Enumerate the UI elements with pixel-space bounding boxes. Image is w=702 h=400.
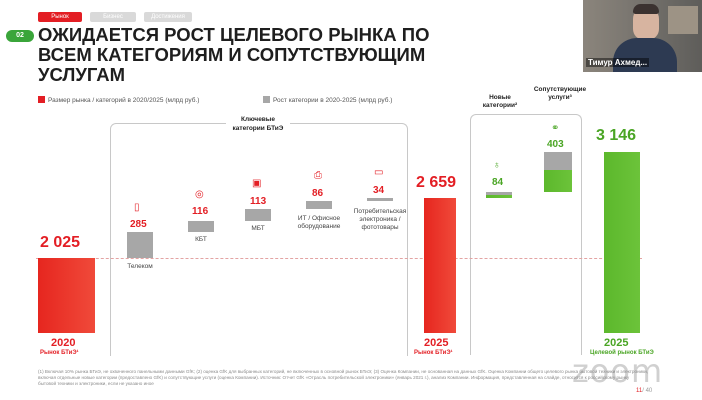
key-categories-label: Ключевые категории БТиЭ	[226, 115, 290, 133]
smartphone-icon: ▯	[134, 202, 140, 213]
new-categories-label: Новые категории²	[482, 94, 518, 109]
bar-2025-market	[424, 198, 456, 333]
year-2025-market-sub: Рынок БТиЭ¹	[414, 350, 453, 356]
year-2020: 2020	[51, 337, 76, 349]
kettle-icon: ▣	[252, 178, 262, 189]
legend-grey: Рост категории в 2020-2025 (млрд руб.)	[263, 96, 392, 104]
slide-number-badge: 02	[6, 30, 34, 42]
lightbulb-icon: ♁	[493, 160, 501, 171]
participant-body	[613, 38, 677, 72]
value-2025-target: 3 146	[596, 127, 637, 144]
bar-new-categories-green	[486, 195, 512, 198]
label-telecom: Телеком	[127, 263, 153, 270]
bar-new-categories-grey	[486, 192, 512, 195]
year-2020-sub: Рынок БТиЭ¹	[40, 350, 79, 356]
value-new-categories: 84	[492, 177, 504, 188]
participant-hair	[633, 4, 659, 14]
bar-telecom	[127, 232, 153, 258]
value-electronics: 34	[373, 185, 385, 196]
bar-it	[306, 201, 332, 209]
shelf-detail	[668, 6, 698, 34]
value-mbt: 113	[250, 196, 267, 207]
participant-name: Тимур Ахмед...	[586, 58, 650, 67]
slide-title: ОЖИДАЕТСЯ РОСТ ЦЕЛЕВОГО РЫНКА ПО ВСЕМ КА…	[38, 24, 430, 85]
legend-grey-label: Рост категории в 2020-2025 (млрд руб.)	[273, 97, 393, 104]
year-2025-market: 2025	[424, 337, 449, 349]
legend-red: Размер рынка / категорий в 2020/2025 (мл…	[38, 96, 199, 104]
bar-services-grey	[544, 152, 572, 170]
page-number: 11/ 40	[636, 388, 652, 394]
footnote: (1) Включая 10% рынка БТиЭ, не охваченно…	[38, 369, 648, 386]
participant-video-tile[interactable]: Тимур Ахмед...	[583, 0, 702, 72]
legend-red-label: Размер рынка / категорий в 2020/2025 (мл…	[48, 97, 200, 104]
bar-kbt	[188, 221, 214, 232]
label-mbt: МБТ	[251, 225, 265, 232]
washing-machine-icon: ◎	[195, 189, 204, 200]
bar-2020-market	[38, 258, 95, 333]
baseline	[36, 258, 642, 259]
label-it: ИТ / Офисное оборудование	[297, 215, 341, 230]
new-categories-bracket	[470, 114, 582, 355]
bar-services-green	[544, 170, 572, 192]
zoom-watermark: zoom	[572, 352, 664, 390]
year-2025-target: 2025	[604, 337, 629, 349]
tv-icon: ▭	[374, 167, 384, 178]
year-2025-target-sub: Целевой рынок БТиЭ	[590, 350, 654, 356]
value-2020: 2 025	[40, 234, 81, 251]
tab-business[interactable]: Бизнес	[90, 12, 136, 22]
value-telecom: 285	[130, 219, 147, 230]
value-kbt: 116	[192, 206, 209, 217]
value-2025-market: 2 659	[416, 174, 457, 191]
page-current: 11	[636, 388, 643, 394]
value-services: 403	[547, 139, 564, 150]
bar-mbt	[245, 209, 271, 221]
tab-achievements[interactable]: Достижения	[144, 12, 192, 22]
printer-icon: ⎙	[314, 170, 322, 181]
bar-electronics	[367, 198, 393, 201]
page-total: / 40	[642, 388, 653, 394]
label-kbt: КБТ	[195, 236, 207, 243]
handshake-icon: ⚭	[551, 123, 560, 134]
bar-2025-target	[604, 152, 640, 333]
value-it: 86	[312, 188, 324, 199]
key-categories-bracket	[110, 123, 408, 356]
tab-market[interactable]: Рынок	[38, 12, 82, 22]
label-electronics: Потребительская электроника / фототовары	[353, 208, 407, 231]
services-label: Сопутствующие услуги³	[533, 86, 587, 101]
